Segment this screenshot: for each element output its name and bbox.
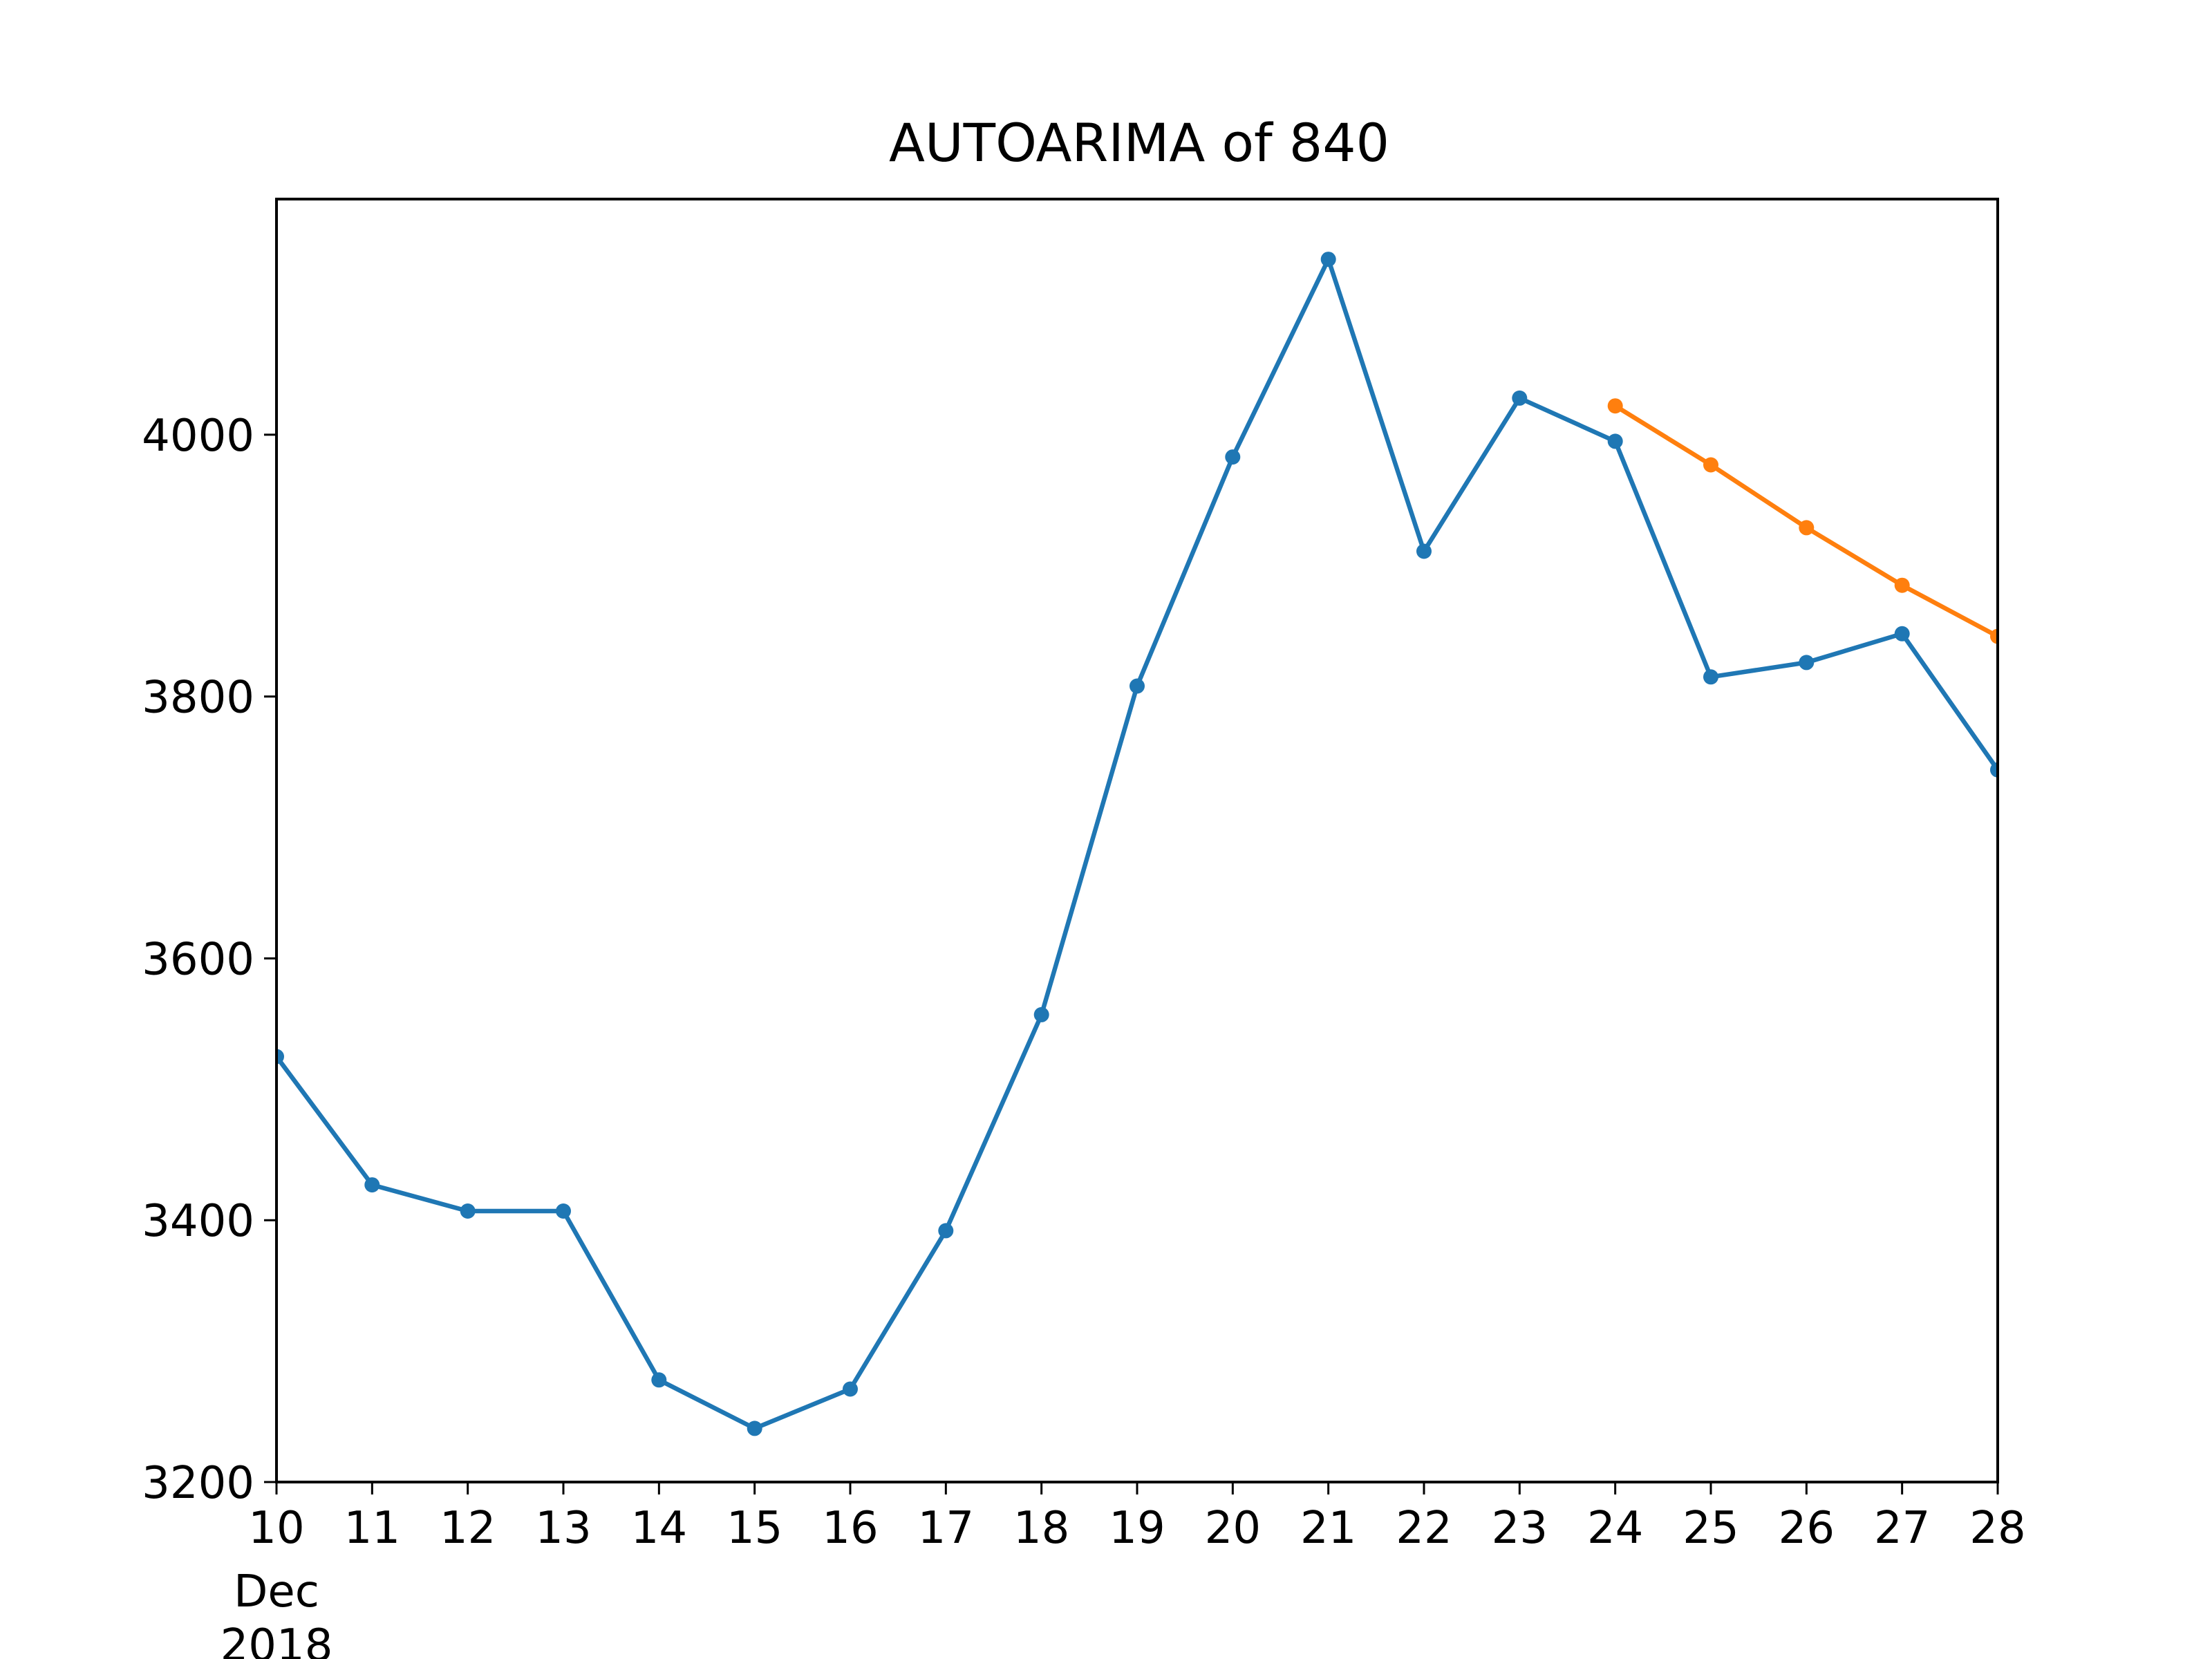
series-2-point	[1607, 398, 1623, 414]
x-tick-label: 12	[440, 1503, 496, 1554]
x-tick-label: 20	[1205, 1503, 1261, 1554]
series-1-point	[1799, 655, 1815, 671]
x-tick-label: 24	[1587, 1503, 1643, 1554]
series-1-point	[1703, 669, 1718, 685]
series-1-point	[1990, 762, 1998, 778]
x-tick-label: 26	[1779, 1503, 1835, 1554]
series-1-point	[747, 1421, 762, 1436]
series-1-point	[1130, 678, 1145, 694]
x-tick-label: 15	[727, 1503, 782, 1554]
y-tick-label: 3600	[142, 934, 254, 985]
series-2-point	[1703, 457, 1718, 473]
series-1-point	[460, 1203, 476, 1219]
x-tick-year-label: 2018	[221, 1620, 333, 1659]
x-tick-label: 17	[918, 1503, 974, 1554]
x-tick-label: 19	[1109, 1503, 1165, 1554]
x-tick-label: 14	[631, 1503, 687, 1554]
x-tick-label: 11	[344, 1503, 400, 1554]
chart-title: AUTOARIMA of 840	[889, 112, 1389, 174]
series-1-point	[1416, 543, 1432, 559]
x-tick-label: 18	[1013, 1503, 1069, 1554]
y-tick-label: 3800	[142, 673, 254, 724]
y-tick-label: 4000	[142, 411, 254, 462]
series-1-point	[276, 1049, 284, 1065]
series-1-point	[1320, 252, 1336, 268]
y-tick-label: 3400	[142, 1196, 254, 1247]
series-1-point	[1512, 390, 1528, 406]
x-tick-label: 21	[1300, 1503, 1356, 1554]
x-tick-label: 16	[822, 1503, 878, 1554]
axes: 10 11 12 13 14 15 16 17 18 19 20 21 22 23 24 25 26 27 28 De…	[142, 198, 2026, 1659]
x-tick-label: 13	[535, 1503, 591, 1554]
series-1-point	[843, 1381, 858, 1397]
series-1-point	[938, 1223, 954, 1239]
series-1-point	[1033, 1006, 1049, 1022]
y-tick-label: 3200	[142, 1458, 254, 1509]
series-1-point	[556, 1203, 571, 1219]
x-tick-label: 28	[1969, 1503, 2025, 1554]
x-tick-label: 27	[1874, 1503, 1930, 1554]
series-2-point	[1799, 520, 1815, 536]
series-2-point	[1894, 577, 1910, 593]
series-1-point	[1225, 449, 1241, 465]
series-1-point	[364, 1177, 380, 1193]
x-tick-label: 10	[248, 1503, 304, 1554]
x-tick-label: 25	[1683, 1503, 1738, 1554]
series-1-point	[1894, 626, 1910, 641]
series-1-point	[1607, 433, 1623, 449]
x-tick-month-label: Dec	[234, 1566, 319, 1618]
x-tick-label: 22	[1396, 1503, 1452, 1554]
series-2-point	[1990, 628, 1998, 644]
x-tick-label: 23	[1492, 1503, 1548, 1554]
series-1-point	[651, 1372, 667, 1388]
plot-area	[276, 252, 1998, 1436]
